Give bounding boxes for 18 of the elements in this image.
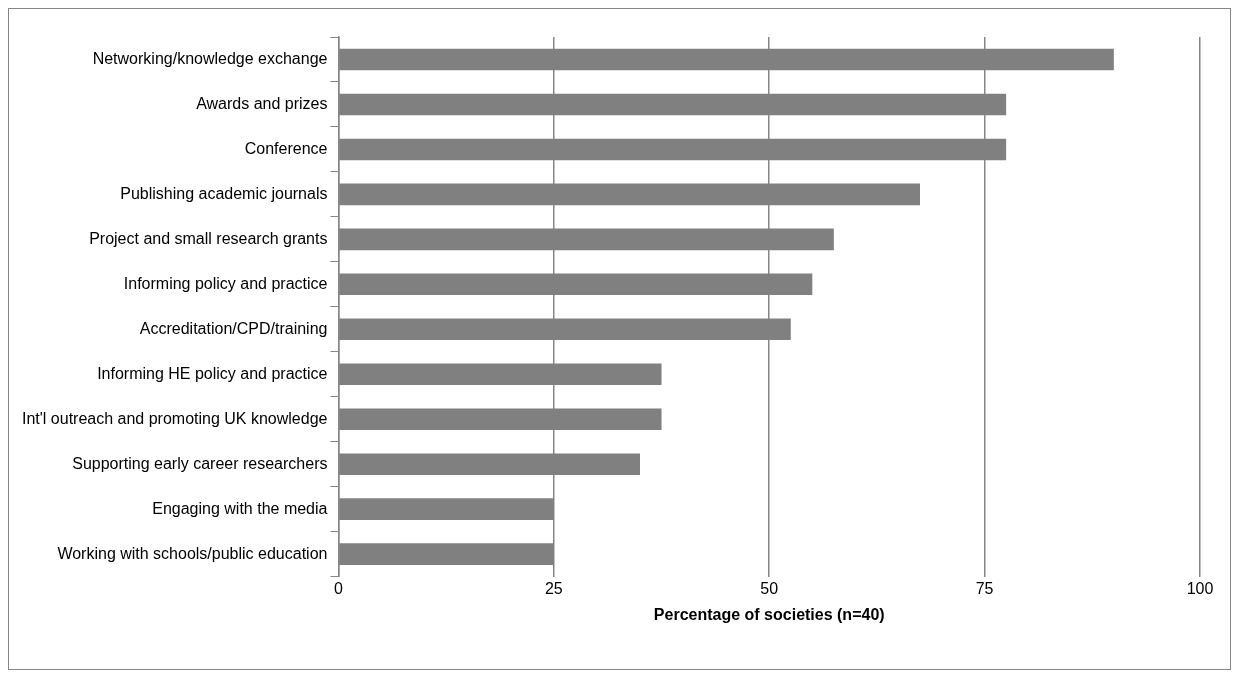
y-tick-label: Int'l outreach and promoting UK knowledge xyxy=(21,409,328,427)
x-tick-label: 75 xyxy=(975,579,994,597)
y-tick-label: Working with schools/public education xyxy=(57,544,328,562)
y-tick-label: Awards and prizes xyxy=(196,94,328,112)
y-tick-label: Engaging with the media xyxy=(152,499,328,517)
y-tick-label: Supporting early career researchers xyxy=(72,454,328,472)
y-tick-label: Informing HE policy and practice xyxy=(97,364,328,382)
y-tick-label: Informing policy and practice xyxy=(123,274,328,292)
y-tick-label: Conference xyxy=(244,139,328,157)
x-axis-title: Percentage of societies (n=40) xyxy=(653,605,885,623)
y-tick-label: Project and small research grants xyxy=(89,229,328,247)
y-tick-label: Publishing academic journals xyxy=(120,184,328,202)
x-tick-label: 25 xyxy=(544,579,563,597)
y-tick-label: Networking/knowledge exchange xyxy=(92,49,328,67)
x-tick-label: 0 xyxy=(334,579,344,597)
x-tick-label: 100 xyxy=(1186,579,1214,597)
x-tick-label: 50 xyxy=(760,579,779,597)
y-tick-label: Accreditation/CPD/training xyxy=(139,319,328,337)
